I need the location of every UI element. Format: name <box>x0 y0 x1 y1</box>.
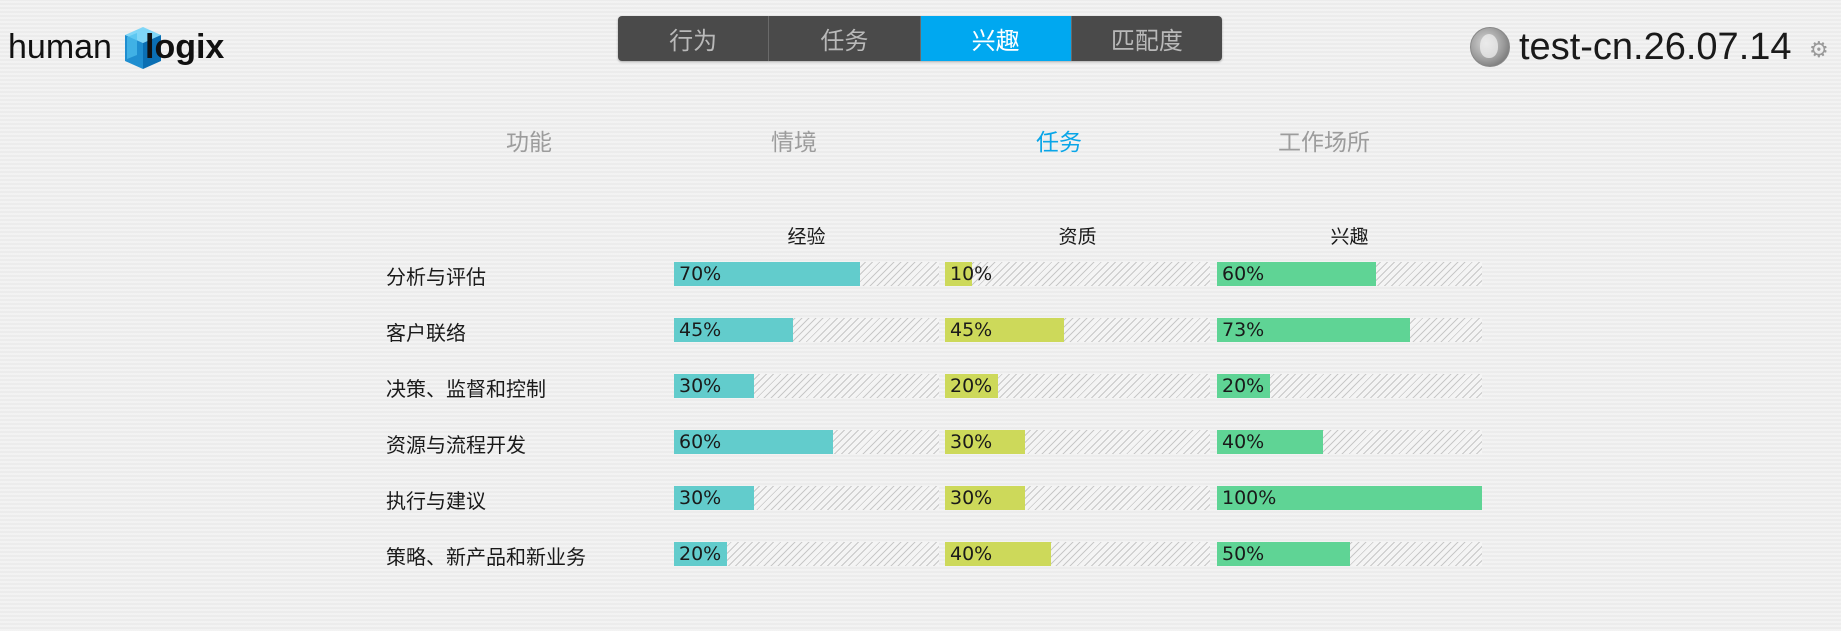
interest-percent-label: 40% <box>1222 431 1265 453</box>
qualification-bar-fill <box>945 262 972 286</box>
interest-bar-fill <box>1217 430 1323 454</box>
column-header-experience: 经验 <box>787 226 826 248</box>
logo-text-human: human <box>8 28 112 66</box>
interest-percent-label: 20% <box>1222 375 1265 397</box>
interest-bar: 73% <box>1217 318 1482 342</box>
interest-bar-fill <box>1217 486 1482 510</box>
column-header-interest: 兴趣 <box>1330 226 1369 248</box>
experience-bar: 60% <box>674 430 939 454</box>
qualification-percent-label: 30% <box>950 431 993 453</box>
experience-bar: 30% <box>674 374 939 398</box>
tab-interests[interactable]: 兴趣 <box>920 16 1072 61</box>
interest-bar-fill <box>1217 318 1411 342</box>
interest-bar: 100% <box>1217 486 1482 510</box>
qualification-percent-label: 20% <box>950 375 993 397</box>
experience-bar-fill <box>674 542 727 566</box>
qualification-bar: 40% <box>945 542 1210 566</box>
experience-bar: 70% <box>674 262 939 286</box>
interest-bar: 20% <box>1217 374 1482 398</box>
qualification-bar-fill <box>945 374 998 398</box>
qualification-bar-fill <box>945 486 1025 510</box>
experience-bar-fill <box>674 374 754 398</box>
subtab-functions[interactable]: 功能 <box>506 130 552 156</box>
interest-percent-label: 100% <box>1222 487 1277 509</box>
qualification-percent-label: 10% <box>950 263 993 285</box>
avatar[interactable] <box>1470 27 1510 67</box>
experience-percent-label: 30% <box>679 375 722 397</box>
qualification-bar-fill <box>945 430 1025 454</box>
experience-percent-label: 70% <box>679 263 722 285</box>
experience-bar-fill <box>674 262 860 286</box>
interest-bar-fill <box>1217 542 1350 566</box>
experience-percent-label: 20% <box>679 543 722 565</box>
subtab-workplace[interactable]: 工作场所 <box>1278 130 1370 156</box>
main-tab-bar: 行为 任务 兴趣 匹配度 <box>618 16 1222 61</box>
humanlogix-logo: human logix <box>8 18 238 78</box>
interest-bar: 50% <box>1217 542 1482 566</box>
interest-bar: 60% <box>1217 262 1482 286</box>
row-label: 策略、新产品和新业务 <box>386 545 586 569</box>
qualification-bar: 30% <box>945 486 1210 510</box>
qualification-bar: 10% <box>945 262 1210 286</box>
experience-percent-label: 45% <box>679 319 722 341</box>
tab-behavior[interactable]: 行为 <box>618 16 770 61</box>
experience-bar: 30% <box>674 486 939 510</box>
qualification-bar-fill <box>945 542 1051 566</box>
gear-icon[interactable]: ⚙ <box>1809 38 1829 63</box>
subtab-context[interactable]: 情境 <box>771 130 817 156</box>
interest-bar-fill <box>1217 262 1376 286</box>
row-label: 分析与评估 <box>386 265 486 289</box>
qualification-bar: 20% <box>945 374 1210 398</box>
row-label: 客户联络 <box>386 321 466 345</box>
experience-bar: 20% <box>674 542 939 566</box>
row-label: 决策、监督和控制 <box>386 377 546 401</box>
experience-bar-fill <box>674 318 794 342</box>
experience-percent-label: 30% <box>679 487 722 509</box>
tab-matching[interactable]: 匹配度 <box>1110 27 1183 55</box>
qualification-bar: 45% <box>945 318 1210 342</box>
user-menu[interactable]: test-cn.26.07.14 <box>1470 22 1792 72</box>
subtab-tasks[interactable]: 任务 <box>1036 130 1082 156</box>
qualification-percent-label: 45% <box>950 319 993 341</box>
qualification-percent-label: 40% <box>950 543 993 565</box>
interest-bar: 40% <box>1217 430 1482 454</box>
qualification-bar-fill <box>945 318 1065 342</box>
row-label: 资源与流程开发 <box>386 433 526 457</box>
tab-tasks[interactable]: 任务 <box>769 16 921 61</box>
interest-percent-label: 50% <box>1222 543 1265 565</box>
logo-text-logix: logix <box>145 28 225 66</box>
interest-bar-fill <box>1217 374 1270 398</box>
interest-percent-label: 73% <box>1222 319 1265 341</box>
experience-bar: 45% <box>674 318 939 342</box>
qualification-bar: 30% <box>945 430 1210 454</box>
qualification-percent-label: 30% <box>950 487 993 509</box>
row-label: 执行与建议 <box>386 489 486 513</box>
experience-bar-fill <box>674 430 833 454</box>
experience-percent-label: 60% <box>679 431 722 453</box>
username[interactable]: test-cn.26.07.14 <box>1519 25 1792 68</box>
column-header-qualification: 资质 <box>1058 226 1097 248</box>
experience-bar-fill <box>674 486 754 510</box>
logo-cube-icon <box>125 27 161 69</box>
interest-percent-label: 60% <box>1222 263 1265 285</box>
